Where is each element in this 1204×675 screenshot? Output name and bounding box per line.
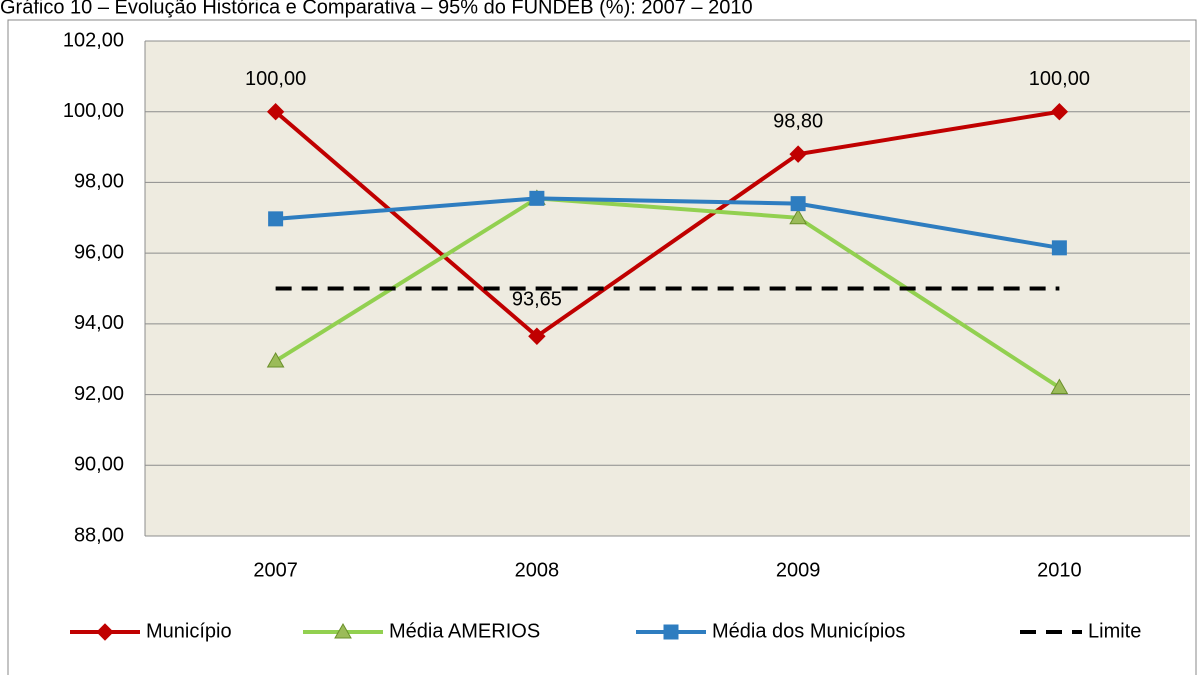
y-tick-label: 92,00: [74, 383, 124, 405]
y-tick-label: 90,00: [74, 454, 124, 476]
y-tick-label: 98,00: [74, 171, 124, 193]
x-tick-label: 2010: [1037, 559, 1082, 581]
x-tick-label: 2008: [515, 559, 560, 581]
legend-marker: [96, 623, 114, 641]
data-label: 98,80: [773, 110, 823, 132]
chart-title: Gráfico 10 – Evolução Histórica e Compar…: [0, 0, 753, 18]
data-point: [789, 145, 807, 163]
data-point: [1051, 240, 1067, 256]
y-tick-label: 94,00: [74, 312, 124, 334]
data-point: [1050, 378, 1069, 394]
legend-label: Limite: [1088, 620, 1141, 642]
x-tick-label: 2009: [776, 559, 821, 581]
series-line: [274, 196, 1061, 390]
y-tick-label: 102,00: [63, 29, 124, 51]
x-tick-label: 2007: [253, 559, 298, 581]
series-line: [274, 109, 1060, 339]
data-label: 100,00: [245, 68, 306, 90]
legend-marker: [334, 622, 352, 639]
data-label: 100,00: [1029, 68, 1090, 90]
y-tick-label: 88,00: [74, 524, 124, 546]
data-label: 93,65: [512, 289, 562, 311]
data-point: [790, 196, 806, 212]
data-point: [266, 103, 285, 121]
legend-marker: [663, 624, 679, 640]
data-point: [789, 208, 807, 225]
data-point: [1050, 103, 1069, 121]
legend-label: Média AMERIOS: [389, 620, 540, 642]
series-line: [275, 196, 1060, 250]
data-point: [529, 190, 545, 206]
data-point: [528, 327, 546, 345]
data-point: [268, 211, 284, 227]
data-point: [266, 351, 285, 368]
legend-label: Média dos Municípios: [712, 620, 905, 642]
legend-label: Município: [146, 620, 232, 642]
y-tick-label: 96,00: [74, 241, 124, 263]
y-tick-label: 100,00: [63, 100, 124, 122]
